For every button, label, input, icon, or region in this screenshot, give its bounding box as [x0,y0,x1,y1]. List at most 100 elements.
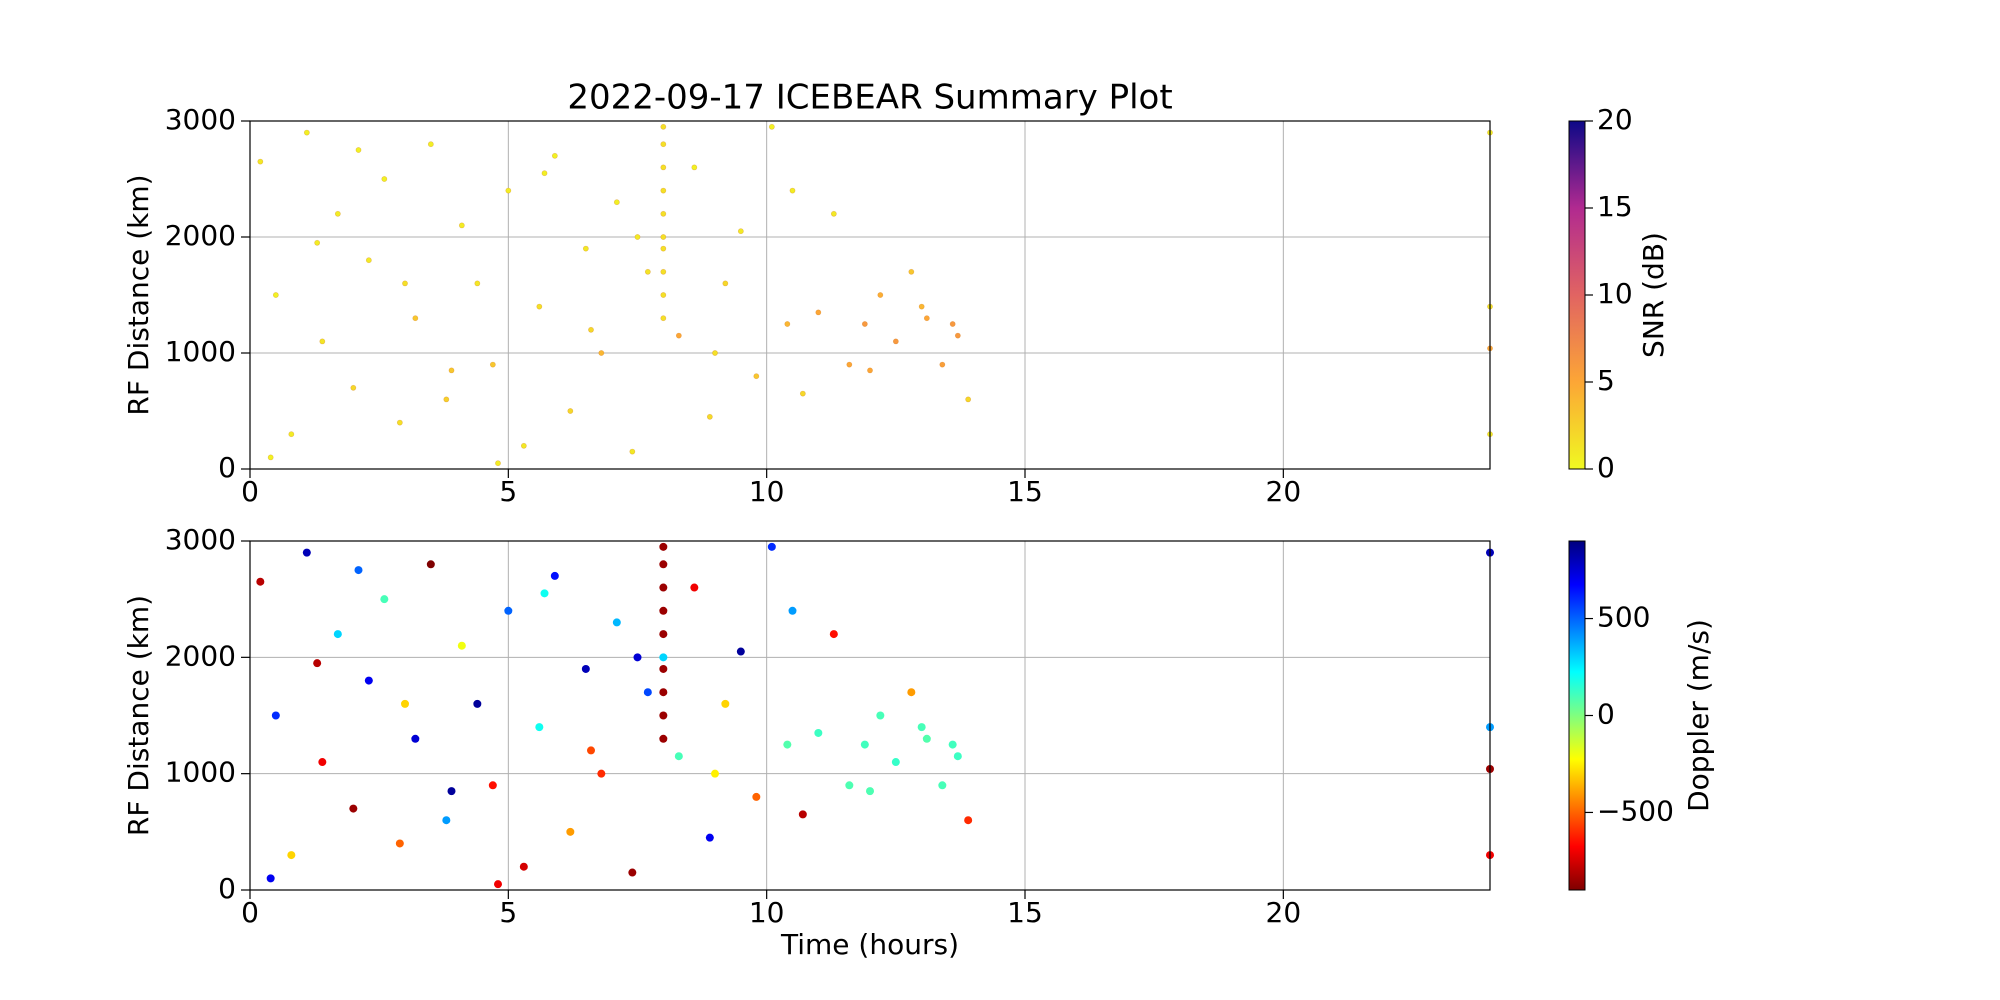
point [401,699,409,708]
point [551,152,558,159]
point [948,740,957,749]
x-tick-label: 20 [1266,475,1302,508]
x-tick-label: 10 [749,475,785,508]
colorbar [1568,120,1586,470]
point [938,781,947,790]
point [381,176,388,182]
point [845,781,854,790]
colorbar-tick-label: 500 [1597,601,1650,634]
point [876,711,885,720]
point [443,396,450,403]
point [303,129,310,136]
x-tick-label: 20 [1266,896,1302,929]
point [266,874,275,883]
point [349,804,358,813]
point [540,589,549,598]
point [380,595,389,604]
point [519,862,528,871]
point [891,758,900,767]
point [333,630,342,639]
colorbar-label: Doppler (m/s) [1682,619,1715,812]
point [567,408,574,414]
plot-area [250,541,1490,890]
point [784,321,791,327]
point [365,257,372,264]
point [908,268,915,275]
chart-title: 2022-09-17 ICEBEAR Summary Plot [567,78,1172,118]
y-tick-label: 3000 [165,103,236,136]
point [659,688,668,697]
point [582,245,589,252]
point [660,268,667,275]
point [288,431,295,438]
point [520,442,527,449]
point [313,659,322,668]
point [659,734,668,743]
point [866,787,874,796]
point [354,566,363,575]
point [412,315,419,322]
point [712,350,718,356]
colorbar-tick-label: 0 [1597,451,1615,484]
point [798,810,807,819]
x-tick-label: 0 [241,475,259,508]
point [660,164,667,171]
point [659,542,668,551]
point [659,583,668,592]
point [402,280,408,287]
point [922,734,931,743]
x-tick-label: 5 [499,896,517,929]
point [314,239,321,246]
y-tick-label: 1000 [165,335,236,368]
point [964,816,973,825]
point [768,123,775,130]
point [318,758,327,767]
colorbar-tick-label: 10 [1597,277,1633,310]
point [660,123,667,130]
point [427,141,434,148]
y-tick-label: 2000 [165,639,236,672]
point [633,653,642,662]
point [319,338,326,345]
point [448,367,455,374]
point [675,332,682,339]
point [815,309,822,316]
point [396,419,403,426]
point [302,548,311,557]
y-tick-label: 0 [218,872,236,905]
point [597,769,606,778]
point [954,332,961,339]
point [659,711,668,720]
point [426,560,435,569]
point [939,361,946,368]
point [659,653,668,662]
point [550,571,559,580]
point [581,664,590,673]
x-tick-label: 5 [499,475,517,508]
point [923,315,930,322]
point [736,647,745,656]
point [660,141,667,148]
point [536,303,543,310]
x-tick-label: 0 [241,896,259,929]
point [783,740,792,749]
point [660,292,667,298]
point [814,728,823,737]
point [634,234,641,240]
point [877,292,884,298]
colorbar-label: SNR (dB) [1637,232,1670,358]
point [659,560,668,569]
point [505,187,512,194]
point [504,606,513,615]
point [867,367,873,374]
point [488,781,497,790]
point [674,752,683,761]
axes-frame [249,540,1491,891]
point [588,326,594,333]
point [691,164,698,171]
point [752,792,761,801]
colorbar-tick-label: 20 [1597,103,1633,136]
point [706,413,713,420]
y-tick-label: 0 [218,451,236,484]
point [660,245,667,252]
